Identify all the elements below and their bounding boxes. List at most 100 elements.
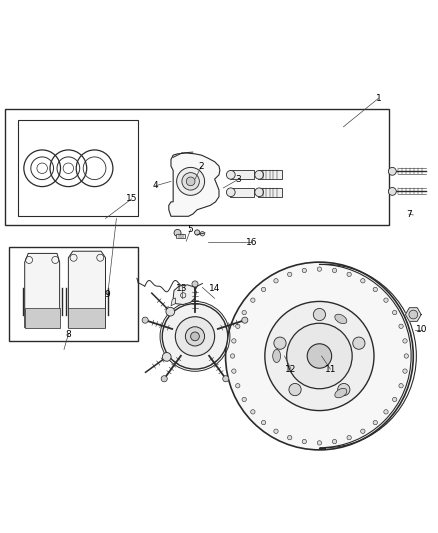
Circle shape: [230, 354, 235, 358]
Bar: [10, 247, 138, 341]
Circle shape: [274, 279, 278, 283]
Circle shape: [399, 384, 403, 388]
Circle shape: [251, 410, 255, 414]
Circle shape: [236, 384, 240, 388]
Bar: [176, 234, 185, 238]
Bar: [5, 109, 389, 225]
Circle shape: [404, 354, 409, 358]
Bar: [18, 120, 138, 216]
Circle shape: [409, 310, 418, 319]
Circle shape: [347, 435, 351, 440]
Circle shape: [191, 332, 199, 341]
Circle shape: [302, 268, 307, 272]
Polygon shape: [25, 253, 60, 328]
Circle shape: [287, 323, 352, 389]
Circle shape: [307, 344, 332, 368]
Text: 8: 8: [66, 330, 71, 338]
Polygon shape: [68, 308, 106, 328]
Polygon shape: [171, 298, 175, 306]
Circle shape: [332, 268, 337, 272]
Circle shape: [360, 279, 365, 283]
Circle shape: [274, 429, 278, 433]
Circle shape: [289, 383, 301, 395]
Circle shape: [373, 421, 378, 425]
Bar: [230, 171, 254, 179]
Circle shape: [287, 435, 292, 440]
Text: 3: 3: [236, 175, 241, 184]
Circle shape: [232, 369, 236, 373]
Polygon shape: [406, 308, 421, 321]
Circle shape: [261, 287, 266, 292]
Text: 15: 15: [126, 195, 138, 203]
Circle shape: [302, 439, 307, 444]
Circle shape: [403, 339, 407, 343]
Circle shape: [242, 317, 248, 323]
Ellipse shape: [335, 389, 347, 398]
Circle shape: [255, 188, 264, 197]
Circle shape: [389, 167, 396, 175]
Circle shape: [177, 167, 205, 195]
Circle shape: [399, 324, 403, 328]
Circle shape: [373, 287, 378, 292]
Polygon shape: [173, 285, 196, 304]
Text: 14: 14: [209, 284, 220, 293]
Circle shape: [242, 310, 246, 315]
Circle shape: [226, 171, 235, 179]
Circle shape: [384, 298, 388, 302]
Polygon shape: [68, 251, 106, 328]
Circle shape: [384, 410, 388, 414]
Circle shape: [161, 376, 167, 382]
Circle shape: [174, 229, 181, 236]
Circle shape: [389, 188, 396, 195]
Circle shape: [200, 231, 205, 236]
Circle shape: [232, 339, 236, 343]
Text: 2: 2: [199, 161, 205, 171]
Circle shape: [142, 317, 148, 323]
Circle shape: [313, 309, 325, 321]
Circle shape: [392, 310, 397, 315]
Polygon shape: [169, 153, 220, 216]
Text: 10: 10: [416, 325, 428, 334]
Text: 16: 16: [246, 238, 258, 247]
Circle shape: [403, 369, 407, 373]
Polygon shape: [25, 308, 60, 328]
Circle shape: [236, 324, 240, 328]
Text: 13: 13: [176, 284, 187, 293]
Circle shape: [332, 439, 337, 444]
Bar: [258, 171, 283, 179]
Text: 7: 7: [406, 209, 412, 219]
Circle shape: [223, 376, 229, 382]
Circle shape: [192, 281, 198, 287]
Circle shape: [392, 397, 397, 402]
Circle shape: [185, 327, 205, 346]
Circle shape: [287, 272, 292, 277]
Circle shape: [175, 317, 215, 356]
Circle shape: [162, 304, 228, 369]
Circle shape: [194, 230, 200, 235]
Circle shape: [186, 177, 195, 185]
Circle shape: [226, 188, 235, 197]
Bar: [258, 188, 283, 197]
Circle shape: [162, 352, 171, 361]
Circle shape: [251, 298, 255, 302]
Circle shape: [226, 262, 413, 450]
Circle shape: [265, 302, 374, 410]
Text: 12: 12: [285, 365, 297, 374]
Circle shape: [255, 171, 264, 179]
Bar: [230, 188, 254, 197]
Ellipse shape: [335, 314, 347, 324]
Text: 9: 9: [105, 290, 110, 300]
Text: 4: 4: [153, 181, 159, 190]
Circle shape: [182, 173, 199, 190]
Circle shape: [274, 337, 286, 349]
Text: 1: 1: [375, 94, 381, 103]
Circle shape: [166, 308, 175, 316]
Circle shape: [353, 337, 365, 349]
Ellipse shape: [273, 350, 281, 362]
Circle shape: [317, 441, 321, 445]
Circle shape: [338, 383, 350, 395]
Circle shape: [242, 397, 246, 402]
Circle shape: [360, 429, 365, 433]
Text: 11: 11: [325, 365, 336, 374]
Circle shape: [261, 421, 266, 425]
